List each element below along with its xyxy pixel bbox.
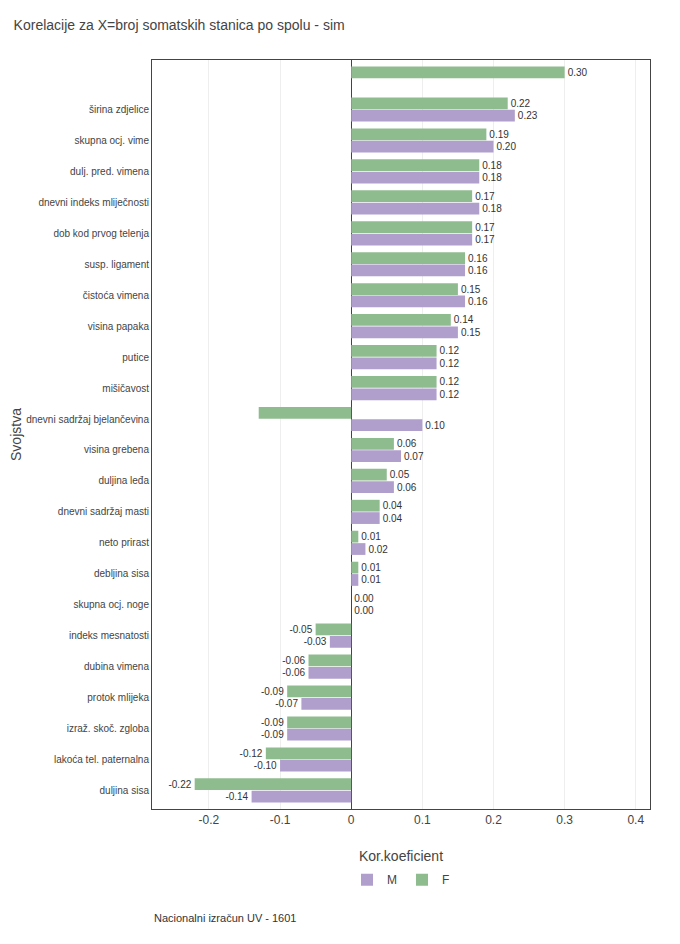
svg-text:duljina leđa: duljina leđa <box>98 475 149 486</box>
svg-text:-0.06: -0.06 <box>282 667 305 678</box>
svg-text:Kor.koeficient: Kor.koeficient <box>359 848 443 864</box>
svg-text:-0.05: -0.05 <box>289 624 312 635</box>
svg-text:0.07: 0.07 <box>404 451 424 462</box>
svg-text:0.10: 0.10 <box>425 420 445 431</box>
svg-text:lakoća tel. paternalna: lakoća tel. paternalna <box>54 754 150 765</box>
svg-text:indeks mesnatosti: indeks mesnatosti <box>69 630 149 641</box>
svg-text:0.18: 0.18 <box>482 160 502 171</box>
svg-text:0.05: 0.05 <box>390 469 410 480</box>
svg-text:Nacionalni izračun UV - 1601: Nacionalni izračun UV - 1601 <box>154 912 296 924</box>
svg-text:0.4: 0.4 <box>627 813 644 827</box>
svg-text:0.16: 0.16 <box>468 265 488 276</box>
svg-text:-0.2: -0.2 <box>199 813 220 827</box>
svg-text:-0.07: -0.07 <box>275 698 298 709</box>
svg-text:putice: putice <box>122 352 149 363</box>
svg-text:0: 0 <box>348 813 355 827</box>
svg-text:M: M <box>387 873 397 887</box>
svg-text:-0.12: -0.12 <box>240 748 263 759</box>
svg-text:dob kod prvog telenja: dob kod prvog telenja <box>53 228 149 239</box>
svg-text:-0.09: -0.09 <box>261 717 284 728</box>
svg-text:0.20: 0.20 <box>496 141 516 152</box>
svg-text:F: F <box>442 873 449 887</box>
svg-text:debljina sisa: debljina sisa <box>94 568 149 579</box>
svg-text:0.1: 0.1 <box>414 813 431 827</box>
svg-text:0.15: 0.15 <box>461 327 481 338</box>
svg-text:0.12: 0.12 <box>440 389 460 400</box>
svg-text:0.22: 0.22 <box>511 98 531 109</box>
svg-text:0.14: 0.14 <box>454 314 474 325</box>
svg-text:0.06: 0.06 <box>397 482 417 493</box>
svg-text:0.23: 0.23 <box>518 110 538 121</box>
svg-text:duljina sisa: duljina sisa <box>100 785 150 796</box>
svg-text:visina papaka: visina papaka <box>88 321 150 332</box>
svg-text:visina grebena: visina grebena <box>84 444 149 455</box>
svg-text:0.18: 0.18 <box>482 172 502 183</box>
svg-text:0.12: 0.12 <box>440 358 460 369</box>
svg-text:izraž. skoč. zgloba: izraž. skoč. zgloba <box>67 723 150 734</box>
svg-text:0.04: 0.04 <box>383 513 403 524</box>
svg-text:0.18: 0.18 <box>482 203 502 214</box>
svg-text:0.01: 0.01 <box>361 562 381 573</box>
svg-text:Svojstva: Svojstva <box>8 408 24 461</box>
svg-text:protok mlijeka: protok mlijeka <box>87 692 149 703</box>
svg-text:0.3: 0.3 <box>556 813 573 827</box>
svg-text:dnevni sadržaj bjelančevina: dnevni sadržaj bjelančevina <box>26 414 149 425</box>
svg-text:0.17: 0.17 <box>475 234 495 245</box>
svg-text:0.01: 0.01 <box>361 574 381 585</box>
svg-text:čistoća vimena: čistoća vimena <box>83 290 150 301</box>
svg-text:-0.09: -0.09 <box>261 686 284 697</box>
svg-text:-0.09: -0.09 <box>261 729 284 740</box>
svg-text:dulj. pred. vimena: dulj. pred. vimena <box>70 166 149 177</box>
svg-text:skupna ocj. vime: skupna ocj. vime <box>75 135 150 146</box>
svg-text:0.17: 0.17 <box>475 191 495 202</box>
svg-text:0.30: 0.30 <box>568 67 588 78</box>
svg-text:mišičavost: mišičavost <box>102 383 149 394</box>
svg-text:0.00: 0.00 <box>354 605 374 616</box>
svg-text:susp. ligament: susp. ligament <box>85 259 150 270</box>
svg-text:0.17: 0.17 <box>475 222 495 233</box>
svg-text:dnevni indeks mliječnosti: dnevni indeks mliječnosti <box>38 197 149 208</box>
svg-text:0.12: 0.12 <box>440 345 460 356</box>
svg-text:0.02: 0.02 <box>368 544 388 555</box>
svg-text:0.01: 0.01 <box>361 531 381 542</box>
svg-text:-0.03: -0.03 <box>304 636 327 647</box>
svg-text:0.00: 0.00 <box>354 593 374 604</box>
svg-text:0.2: 0.2 <box>485 813 502 827</box>
svg-text:-0.22: -0.22 <box>168 779 191 790</box>
svg-text:skupna ocj. noge: skupna ocj. noge <box>73 599 149 610</box>
svg-text:-0.06: -0.06 <box>282 655 305 666</box>
svg-text:0.12: 0.12 <box>440 376 460 387</box>
svg-text:-0.1: -0.1 <box>270 813 291 827</box>
svg-text:širina zdjelice: širina zdjelice <box>89 104 149 115</box>
svg-text:-0.14: -0.14 <box>225 791 248 802</box>
svg-text:0.15: 0.15 <box>461 284 481 295</box>
svg-text:neto prirast: neto prirast <box>99 537 149 548</box>
svg-text:0.16: 0.16 <box>468 253 488 264</box>
svg-text:0.19: 0.19 <box>489 129 509 140</box>
svg-text:dubina vimena: dubina vimena <box>84 661 149 672</box>
svg-text:0.06: 0.06 <box>397 438 417 449</box>
svg-text:Korelacije za X=broj somatskih: Korelacije za X=broj somatskih stanica p… <box>14 17 345 33</box>
svg-text:-0.10: -0.10 <box>254 760 277 771</box>
svg-text:0.04: 0.04 <box>383 500 403 511</box>
svg-text:0.16: 0.16 <box>468 296 488 307</box>
svg-text:dnevni sadržaj masti: dnevni sadržaj masti <box>58 506 149 517</box>
